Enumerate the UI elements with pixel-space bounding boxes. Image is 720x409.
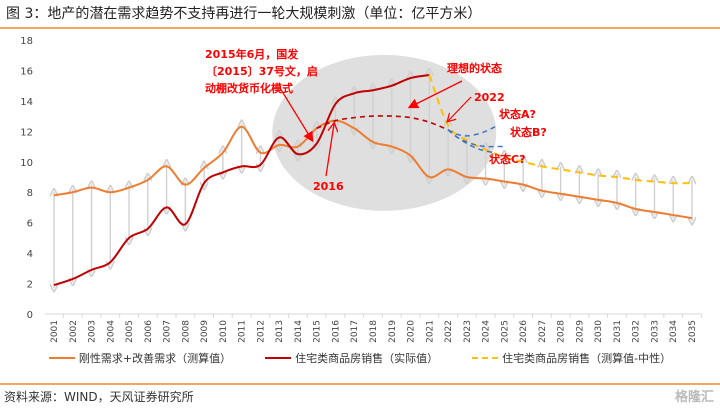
y-tick-label: 0 bbox=[27, 310, 33, 321]
x-tick-label: 2001 bbox=[50, 320, 60, 343]
x-tick-label: 2012 bbox=[256, 320, 266, 343]
x-tick-label: 2033 bbox=[650, 320, 660, 343]
x-tick-label: 2015 bbox=[313, 320, 323, 343]
footer-divider bbox=[0, 383, 720, 385]
x-tick-label: 2011 bbox=[238, 320, 248, 343]
title-divider bbox=[0, 27, 720, 29]
x-tick-label: 2031 bbox=[613, 320, 623, 343]
chart-area: 0 2 4 6 8 10 12 14 16 18 2001 2002 2003 2004 2005 2006 2… bbox=[20, 36, 702, 343]
annotation-policy-text: 动棚改货币化模式 bbox=[205, 81, 293, 95]
scenario-label: 状态A? bbox=[499, 107, 536, 121]
scenario-label: 状态B? bbox=[510, 125, 547, 139]
x-tick-label: 2004 bbox=[106, 320, 116, 343]
legend-item-forecast: 住宅类商品房销售（测算值-中性） bbox=[472, 350, 671, 366]
annotation-policy-arrow bbox=[279, 87, 314, 143]
legend-label-forecast: 住宅类商品房销售（测算值-中性） bbox=[502, 352, 672, 365]
legend-item-demand: 刚性需求+改善需求（测算值） bbox=[48, 350, 232, 366]
x-tick-label: 2013 bbox=[275, 320, 285, 343]
x-tick-label: 2005 bbox=[125, 320, 135, 343]
y-tick-label: 12 bbox=[20, 127, 33, 138]
legend-swatch-demand bbox=[48, 357, 75, 359]
x-tick-label: 2027 bbox=[538, 320, 548, 343]
annotation-ideal-text: 理想的状态 bbox=[447, 61, 502, 75]
x-tick-label: 2022 bbox=[444, 320, 454, 343]
legend-label-actual: 住宅类商品房销售（实际值） bbox=[295, 352, 439, 365]
x-tick-label: 2032 bbox=[632, 320, 642, 343]
x-tick-label: 2030 bbox=[594, 320, 604, 343]
source-note: 资料来源：WIND，天风证券研究所 bbox=[4, 390, 194, 404]
x-tick-label: 2021 bbox=[425, 320, 435, 343]
x-tick-label: 2025 bbox=[500, 320, 510, 343]
x-tick-label: 2017 bbox=[350, 320, 360, 343]
x-tick-label: 2008 bbox=[181, 320, 191, 343]
y-tick-label: 2 bbox=[27, 280, 33, 291]
y-tick-label: 10 bbox=[20, 158, 33, 169]
annotation-2016-text: 2016 bbox=[313, 180, 344, 193]
x-tick-label: 2009 bbox=[200, 320, 210, 343]
ideal-path-line bbox=[316, 115, 449, 131]
legend-label-demand: 刚性需求+改善需求（测算值） bbox=[78, 352, 232, 365]
annotation-policy-text: 〔2015〕37号文，启 bbox=[206, 64, 318, 78]
annotation-policy-text: 2015年6月，国发 bbox=[205, 47, 299, 61]
annotation-2022-arrow bbox=[448, 96, 472, 121]
x-tick-label: 2034 bbox=[669, 320, 679, 343]
scenario-label: 状态C? bbox=[489, 152, 525, 166]
x-tick-label: 2006 bbox=[144, 320, 154, 343]
y-tick-label: 4 bbox=[27, 249, 33, 260]
y-tick-label: 8 bbox=[27, 188, 33, 199]
y-tick-label: 18 bbox=[20, 36, 33, 47]
x-tick-label: 2024 bbox=[482, 320, 492, 343]
chart-title: 图 3：地产的潜在需求趋势不支持再进行一轮大规模刺激（单位：亿平方米） bbox=[6, 6, 482, 22]
annotation-ideal-arrow bbox=[407, 80, 463, 109]
legend: 刚性需求+改善需求（测算值） 住宅类商品房销售（实际值） 住宅类商品房销售（测算… bbox=[0, 350, 720, 366]
x-tick-label: 2018 bbox=[369, 320, 379, 343]
x-tick-label: 2028 bbox=[557, 320, 567, 343]
y-tick-label: 6 bbox=[27, 219, 33, 230]
x-tick-label: 2007 bbox=[163, 320, 173, 343]
x-tick-label: 2023 bbox=[463, 320, 473, 343]
x-tick-label: 2029 bbox=[575, 320, 585, 343]
x-tick-label: 2014 bbox=[294, 320, 304, 343]
x-tick-label: 2002 bbox=[69, 320, 79, 343]
series-line-demand bbox=[53, 119, 693, 220]
x-tick-label: 2019 bbox=[388, 320, 398, 343]
x-tick-label: 2026 bbox=[519, 320, 529, 343]
legend-item-actual: 住宅类商品房销售（实际值） bbox=[265, 350, 438, 366]
legend-swatch-actual bbox=[265, 357, 292, 359]
y-tick-label: 16 bbox=[20, 66, 33, 77]
x-tick-label: 2035 bbox=[688, 320, 698, 343]
watermark-logo: 格隆汇 bbox=[674, 390, 714, 405]
x-tick-label: 2003 bbox=[88, 320, 98, 343]
scenario-line bbox=[447, 126, 496, 137]
scenario-line bbox=[447, 129, 496, 154]
annotation-2016-arrow bbox=[325, 124, 334, 177]
legend-swatch-forecast bbox=[472, 357, 499, 359]
series-line-actual bbox=[53, 74, 430, 287]
x-tick-label: 2020 bbox=[407, 320, 417, 343]
y-tick-label: 14 bbox=[20, 97, 33, 108]
annotation-2022-text: 2022 bbox=[474, 91, 505, 104]
x-tick-label: 2016 bbox=[331, 320, 341, 343]
highlight-ellipse bbox=[272, 54, 497, 211]
x-tick-label: 2010 bbox=[219, 320, 229, 343]
